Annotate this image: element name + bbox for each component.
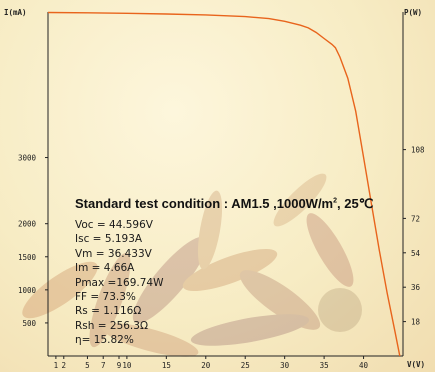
param-efficiency: η= 15.82% bbox=[75, 334, 134, 347]
x-tick-label: 15 bbox=[162, 361, 171, 370]
param-vm: Vm = 36.433V bbox=[75, 247, 152, 260]
y-left-tick-label: 1000 bbox=[18, 286, 37, 295]
y-right-tick-group: 18 36 54 72 108 bbox=[403, 146, 425, 327]
x-axis-label: V(V) bbox=[407, 360, 425, 369]
x-tick-label: 1 bbox=[54, 361, 59, 370]
param-rs: Rs = 1.116Ω bbox=[75, 305, 142, 318]
y-right-tick-label: 108 bbox=[411, 146, 425, 155]
y-right-tick-label: 36 bbox=[411, 283, 421, 292]
x-tick-label: 2 bbox=[62, 361, 67, 370]
x-tick-label: 10 bbox=[122, 361, 132, 370]
iv-curve-line bbox=[47, 11, 401, 357]
test-condition-heading: Standard test condition : AM1.5 ,1000W/m… bbox=[75, 196, 374, 211]
y-left-tick-label: 500 bbox=[22, 319, 36, 328]
x-tick-label: 35 bbox=[320, 361, 329, 370]
param-pmax: Pmax =169.74W bbox=[75, 276, 164, 289]
y-left-tick-group: 500 1000 1500 2000 3000 bbox=[18, 154, 48, 328]
x-tick-label: 40 bbox=[359, 361, 369, 370]
param-voc: Voc = 44.596V bbox=[75, 219, 153, 231]
y-right-tick-label: 54 bbox=[411, 249, 421, 258]
y-left-tick-label: 3000 bbox=[18, 154, 37, 163]
param-rsh: Rsh = 256.3Ω bbox=[75, 319, 148, 332]
param-isc: Isc = 5.193A bbox=[75, 233, 143, 246]
y-left-tick-label: 1500 bbox=[18, 253, 37, 262]
y-left-tick-label: 2000 bbox=[18, 220, 37, 229]
y-axis-left-label: I(mA) bbox=[4, 8, 27, 17]
x-tick-label: 30 bbox=[280, 361, 290, 370]
test-condition-annotation: Standard test condition : AM1.5 ,1000W/m… bbox=[75, 196, 415, 348]
x-tick-label: 20 bbox=[201, 361, 211, 370]
y-axis-right-label: P(W) bbox=[404, 8, 422, 17]
param-im: Im = 4.66A bbox=[75, 262, 135, 275]
x-tick-label: 5 bbox=[85, 361, 90, 370]
y-right-tick-label: 18 bbox=[411, 318, 421, 327]
x-tick-group: 1 2 5 7 9 10 15 20 25 30 35 40 bbox=[54, 356, 369, 370]
y-right-tick-label: 72 bbox=[411, 214, 420, 223]
param-ff: FF = 73.3% bbox=[75, 291, 136, 304]
x-tick-label: 25 bbox=[241, 361, 250, 370]
x-tick-label: 9 bbox=[117, 361, 122, 370]
x-tick-label: 7 bbox=[101, 361, 106, 370]
